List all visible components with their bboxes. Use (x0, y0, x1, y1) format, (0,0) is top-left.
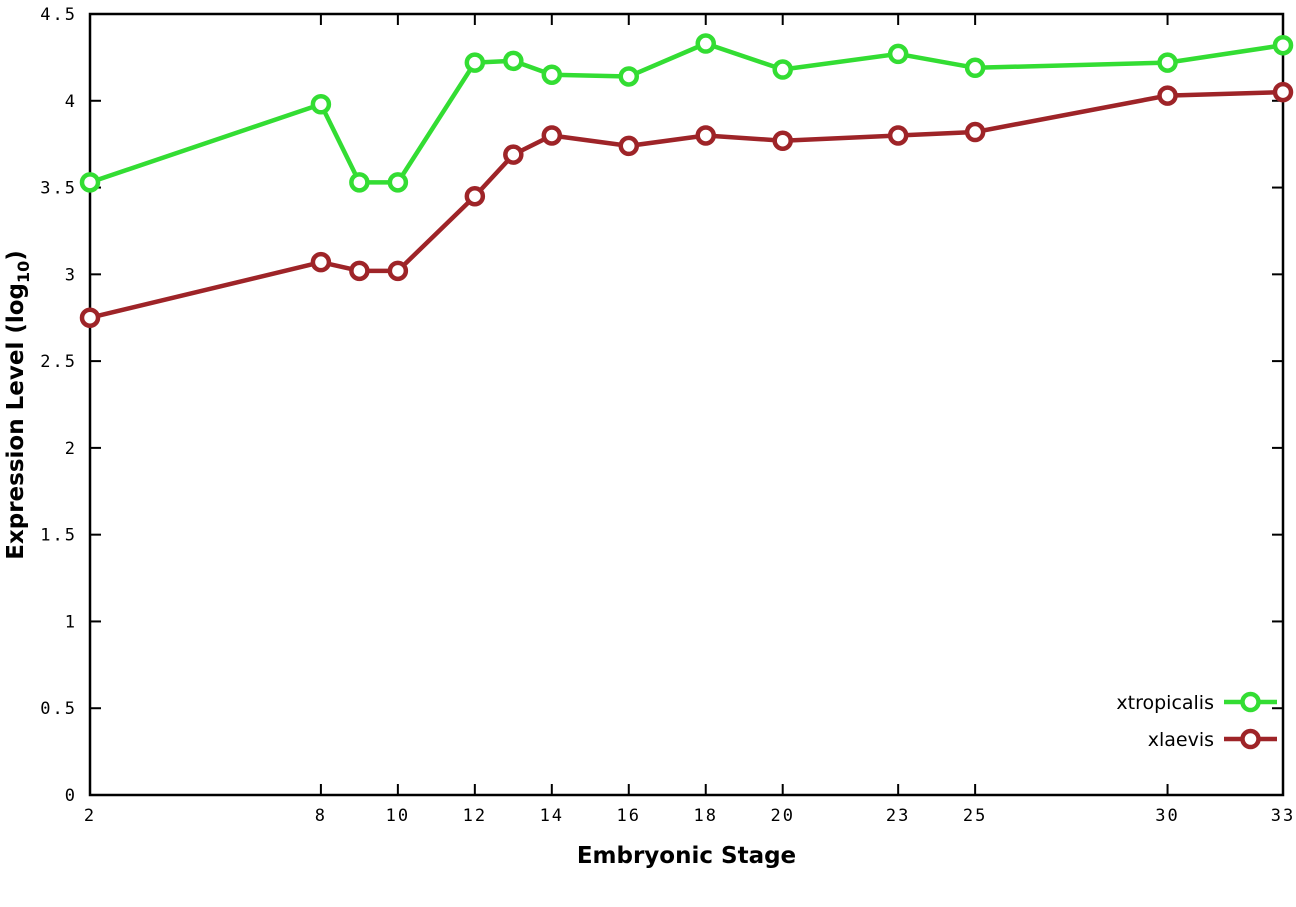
legend-marker (1240, 691, 1261, 713)
data-point (887, 43, 909, 65)
data-point (618, 135, 640, 157)
series-xtropicalis (79, 33, 1294, 193)
x-axis-label: Embryonic Stage (576, 843, 797, 869)
y-tick-label: 2.5 (40, 352, 77, 372)
data-point (964, 57, 986, 79)
data-point (1157, 85, 1178, 106)
x-tick-label: 20 (770, 806, 794, 826)
data-point (1157, 52, 1178, 73)
data-point (79, 172, 101, 193)
legend: xtropicalis xlaevis (1116, 691, 1277, 751)
data-point (618, 66, 640, 87)
data-point (772, 130, 793, 151)
series-line (87, 41, 1286, 185)
y-axis-label-subscript: 10 (14, 260, 33, 283)
data-point (541, 64, 563, 85)
y-tick-label: 3 (65, 265, 77, 285)
data-point (541, 125, 563, 146)
data-point (464, 185, 486, 207)
x-tick-label: 10 (386, 806, 410, 826)
y-tick-label: 1.5 (40, 526, 77, 546)
data-point (1272, 34, 1294, 56)
data-point (310, 251, 332, 273)
data-point (695, 33, 716, 54)
x-tick-label: 33 (1271, 806, 1295, 826)
y-tick-label: 4 (65, 92, 77, 112)
data-point (387, 172, 409, 193)
data-point (695, 125, 716, 146)
y-tick-label: 0.5 (40, 699, 77, 719)
legend-item: xlaevis (1148, 728, 1277, 751)
plot-border (88, 12, 1285, 797)
x-tick-label: 8 (315, 806, 327, 826)
y-axis-label: Expression Level (log10) (3, 250, 33, 560)
data-point (1272, 81, 1294, 103)
x-tick-label: 14 (540, 806, 564, 826)
legend-item: xtropicalis (1116, 691, 1277, 714)
x-axis-ticks: 2 8 10 12 14 16 18 20 23 25 30 33 (84, 14, 1295, 826)
data-point (310, 93, 332, 115)
y-tick-label: 0 (65, 786, 77, 806)
x-tick-label: 18 (693, 806, 717, 826)
x-tick-label: 12 (463, 806, 487, 826)
y-tick-label: 1 (65, 612, 77, 632)
data-point (349, 172, 370, 193)
x-tick-label: 25 (963, 806, 987, 826)
y-tick-label: 3.5 (40, 179, 77, 199)
data-point (503, 144, 524, 165)
data-point (964, 121, 986, 143)
data-point (772, 59, 793, 80)
x-tick-label: 16 (617, 806, 641, 826)
x-tick-label: 30 (1155, 806, 1179, 826)
legend-label: xlaevis (1148, 729, 1214, 751)
y-tick-label: 4.5 (40, 5, 77, 25)
x-tick-label: 2 (84, 806, 96, 826)
data-point (387, 260, 409, 282)
y-tick-label: 2 (65, 439, 77, 459)
data-point (79, 307, 101, 328)
legend-label: xtropicalis (1116, 692, 1214, 714)
series-xlaevis (79, 81, 1294, 328)
y-axis-label-text: Expression Level (log (3, 282, 29, 560)
series-line (87, 89, 1286, 320)
y-axis-label-close: ) (3, 250, 29, 261)
data-point (887, 125, 909, 146)
legend-marker (1240, 728, 1261, 750)
data-point (503, 50, 524, 72)
data-point (349, 260, 370, 282)
x-tick-label: 23 (886, 806, 910, 826)
y-axis-ticks: 0 0.5 1 1.5 2 2.5 3 3.5 4 4.5 (40, 5, 1283, 806)
data-point (464, 52, 486, 73)
